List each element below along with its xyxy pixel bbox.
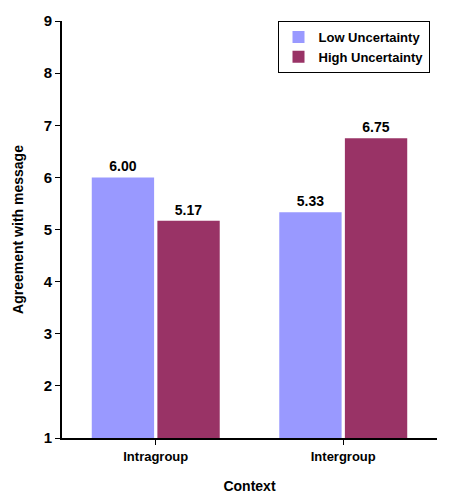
svg-text:Context: Context: [223, 478, 275, 494]
svg-text:8: 8: [44, 64, 52, 81]
svg-text:6: 6: [44, 169, 52, 186]
svg-text:1: 1: [44, 429, 52, 446]
svg-text:9: 9: [44, 12, 52, 29]
svg-text:7: 7: [44, 117, 52, 134]
svg-text:6.00: 6.00: [109, 158, 136, 174]
svg-text:5.33: 5.33: [297, 193, 324, 209]
svg-text:3: 3: [44, 325, 52, 342]
svg-text:2: 2: [44, 377, 52, 394]
svg-text:Agreement with message: Agreement with message: [10, 145, 26, 314]
svg-text:4: 4: [44, 273, 53, 290]
svg-text:6.75: 6.75: [362, 119, 389, 135]
svg-text:Intragroup: Intragroup: [123, 449, 188, 464]
svg-text:Low Uncertainty: Low Uncertainty: [319, 30, 421, 45]
svg-text:Intergroup: Intergroup: [311, 449, 376, 464]
svg-text:5.17: 5.17: [175, 202, 202, 218]
svg-text:5: 5: [44, 221, 52, 238]
svg-text:High Uncertainty: High Uncertainty: [319, 50, 424, 65]
